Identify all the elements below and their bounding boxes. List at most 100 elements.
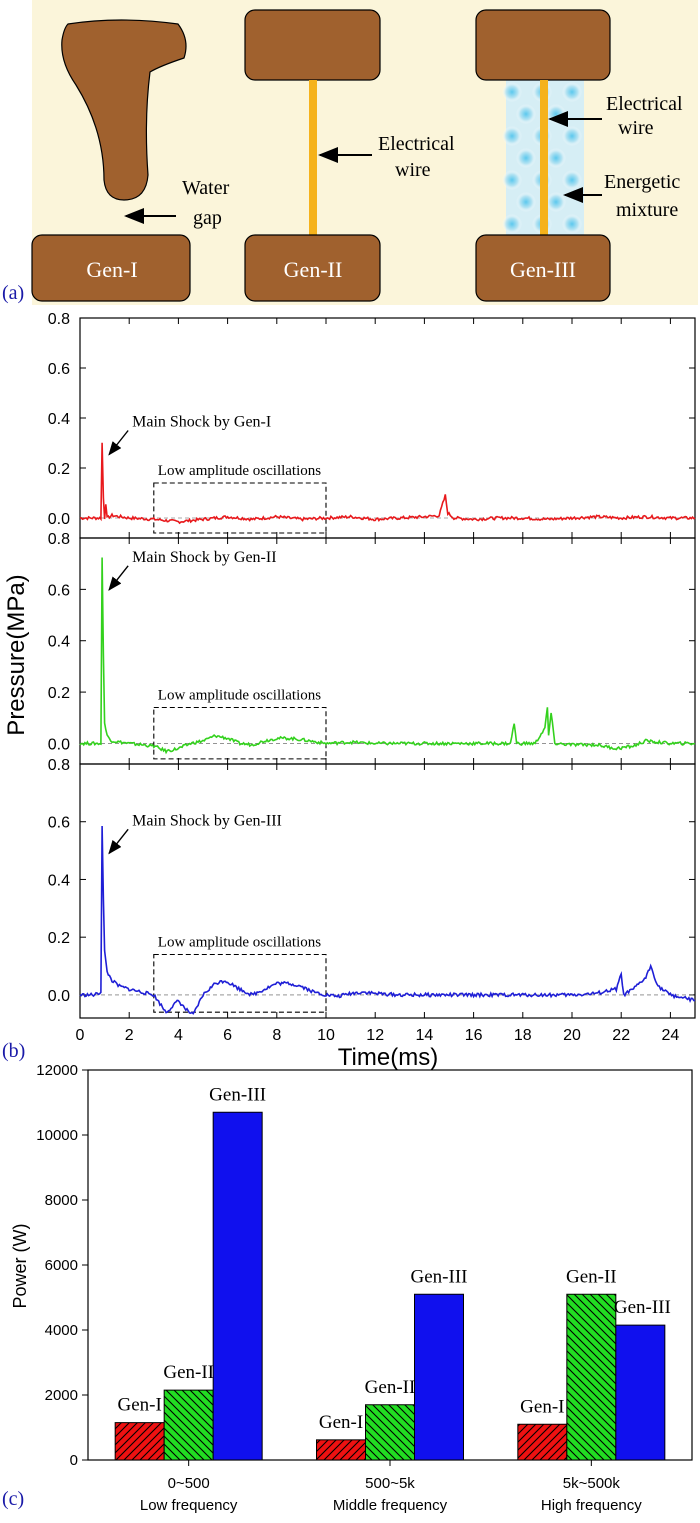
gen3-wire-label-line1: Electrical [606,93,683,115]
gen2-upper-electrode [244,9,381,81]
series-line-2 [79,557,696,755]
mixture-bubble [562,126,582,146]
panel-a: Gen-I Water gap Gen-II Electrical wire G… [2,0,698,305]
bar-label: Gen-III [614,1297,671,1318]
annotation-arrow [108,828,129,855]
bar-gen-ii [163,1389,214,1461]
category-sublabel: Low frequency [140,1497,238,1514]
x-tick-label: 22 [612,1027,630,1044]
x-tick-label: 24 [662,1027,680,1044]
y-tick-label: 0.6 [48,582,70,599]
subplot-frame [79,537,696,765]
annotation-label: Main Shock by Gen-III [132,812,282,829]
bar-label: Gen-I [319,1412,363,1433]
y-tick-label: 0.8 [48,531,70,548]
bar-gen-iii [615,1324,666,1461]
bar-label: Gen-III [411,1266,468,1287]
y-tick-label: 0.0 [48,736,70,753]
gen2-label: Gen-II [284,257,343,282]
subplot-1: 0.0 0.2 0.4 0.6 0.8 Low amplitude oscillation… [48,311,696,539]
gen3-wire-label-line2: wire [618,117,654,139]
subplot-frame [79,763,696,1019]
y-tick-label: 0.4 [48,411,70,428]
gen1-label: Gen-I [86,257,137,282]
panel-c: Power (W) (c) 0 2000 4000 6000 8000 10000 1200… [2,1062,693,1514]
gen3-upper-electrode [475,9,611,81]
oscillation-label: Low amplitude oscillations [158,935,321,951]
y-tick-label: 0.2 [48,685,70,702]
annotation-arrow [108,430,129,456]
bar-label: Gen-I [520,1396,564,1417]
mixture-bubble [502,126,522,146]
mixture-bubble [516,148,536,168]
mixture-bubble [502,170,522,190]
x-tick-label: 18 [514,1027,532,1044]
y-tick-label: 0.6 [48,815,70,832]
panel-b-label: (b) [2,1040,25,1062]
oscillation-label: Low amplitude oscillations [158,463,321,479]
mixture-bubble [546,104,566,124]
gen3-lower-electrode [475,234,611,302]
y-tick-label: 0 [70,1452,78,1469]
bar-label: Gen-I [118,1395,162,1416]
series-line-3 [79,825,696,1015]
y-tick-label: 0.0 [48,988,70,1005]
subplot-2: 0.0 0.2 0.4 0.6 0.8 Low amplitude oscillation… [48,531,696,765]
gen3-wire [540,80,548,236]
mixture-bubble [546,192,566,212]
y-tick-label: 4000 [45,1322,78,1339]
bar-gen-ii [566,1293,617,1461]
category-label: 500~5k [365,1475,415,1492]
annotation-arrow [108,565,129,591]
y-tick-label: 0.8 [48,311,70,328]
mixture-bubble [562,214,582,234]
bar-label: Gen-III [209,1084,266,1105]
x-tick-label: 14 [416,1027,434,1044]
gen2-lower-electrode [244,234,381,302]
y-tick-label: 8000 [45,1192,78,1209]
y-tick-label: 6000 [45,1257,78,1274]
x-tick-label: 12 [366,1027,384,1044]
gen2-wire-label-line1: Electrical [378,133,455,155]
gen2-schematic: Gen-II Electrical wire [244,9,455,302]
bar-gen-iii [414,1293,464,1461]
bar-gen-i [517,1423,568,1461]
y-tick-label: 2000 [45,1387,78,1404]
series-line-1 [79,442,696,525]
mixture-bubble [562,170,582,190]
mixture-bubble [562,82,582,102]
gen1-schematic: Gen-I Water gap [31,19,230,302]
bar-gen-iii [212,1111,263,1461]
y-tick-label: 0.2 [48,461,70,478]
mixture-bubble [516,104,536,124]
panel-b-ylabel: Pressure(MPa) [3,574,30,735]
x-tick-label: 0 [76,1027,85,1044]
bar-label: Gen-II [163,1362,214,1383]
x-tick-label: 20 [563,1027,581,1044]
bar-chart: 020004000600080001000012000Gen-IGen-IIGe… [36,1062,693,1514]
bar-gen-i [316,1439,366,1461]
gen1-lower-electrode [31,234,191,302]
x-tick-label: 6 [223,1027,232,1044]
x-tick-label: 10 [317,1027,335,1044]
y-tick-label: 0.6 [48,361,70,378]
subplot-3: 0.0 0.2 0.4 0.6 0.8 Low amplitude oscillation… [48,757,696,1019]
mixture-label-line1: Energetic [604,171,680,193]
y-tick-label: 0.8 [48,757,70,774]
y-tick-label: 0.4 [48,634,70,651]
gen2-wire [309,80,317,236]
y-tick-label: 0.4 [48,872,70,889]
oscillation-box [153,482,327,534]
panel-c-label: (c) [2,1488,24,1510]
gen3-label: Gen-III [510,257,576,282]
annotation-label: Main Shock by Gen-I [132,414,271,431]
annotation-label: Main Shock by Gen-II [132,549,276,566]
category-sublabel: Middle frequency [333,1497,448,1514]
x-tick-label: 4 [174,1027,183,1044]
panel-b: Time(ms) Pressure(MPa) (b) 0.00.20.40.60… [2,311,696,1071]
bar-gen-ii [365,1404,415,1461]
water-gap-label-line2: gap [193,207,222,229]
oscillation-box [153,953,327,1013]
bar-label: Gen-II [365,1377,416,1398]
